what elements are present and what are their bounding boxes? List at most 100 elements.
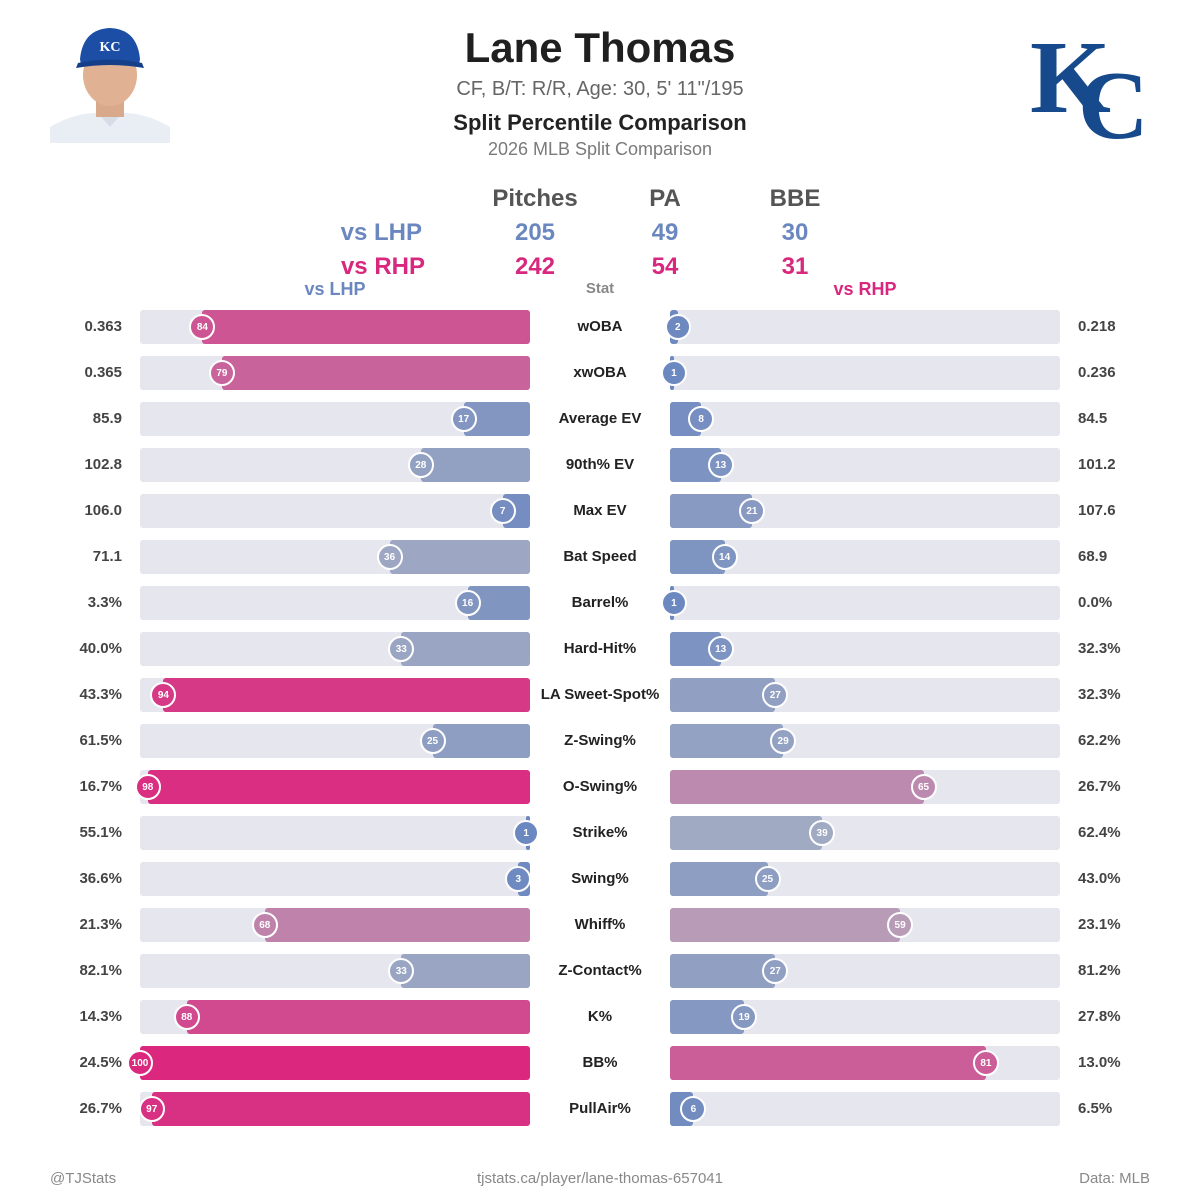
svg-text:C: C [1078,52,1149,144]
svg-text:K: K [1030,26,1111,135]
stat-label: xwOBA [573,364,627,381]
lhp-bar [147,770,530,804]
lhp-track: 68 [140,908,530,942]
stat-row: 24.5% 100 BB% 81 13.0% [0,1046,1200,1080]
rhp-track: 13 [670,448,1060,482]
lhp-bar [186,1000,530,1034]
lhp-percentile-marker: 7 [489,498,516,524]
rhp-percentile-marker: 13 [707,452,734,478]
lhp-value: 36.6% [79,870,122,887]
rhp-value: 26.7% [1078,778,1121,795]
lhp-track: 36 [140,540,530,574]
lhp-track: 33 [140,632,530,666]
lhp-bar [151,1092,530,1126]
lhp-value: 24.5% [79,1054,122,1071]
rhp-value: 0.0% [1078,594,1113,611]
lhp-value: 16.7% [79,778,122,795]
stat-label: O-Swing% [562,778,638,795]
stat-label: Z-Swing% [564,732,636,749]
lhp-track: 94 [140,678,530,712]
rhp-percentile-marker: 27 [762,682,789,708]
rhp-value: 27.8% [1078,1008,1121,1025]
rhp-percentile-marker: 39 [809,820,836,846]
summary-rhp-bbe: 31 [781,253,809,280]
rhp-value: 107.6 [1078,502,1116,519]
lhp-percentile-marker: 16 [454,590,481,616]
lhp-track: 17 [140,402,530,436]
rhp-percentile-marker: 27 [762,958,789,984]
rhp-value: 0.236 [1078,364,1116,381]
rhp-value: 81.2% [1078,962,1121,979]
team-logo: K C [1030,26,1149,144]
lhp-track: 33 [140,954,530,988]
lhp-bar [420,448,530,482]
summary-lhp-pitches: 205 [514,219,556,246]
stat-label: K% [587,1008,613,1025]
lhp-track: 3 [140,862,532,896]
rhp-percentile-marker: 2 [664,314,691,340]
summary-lhp-pa: 49 [651,219,679,246]
stat-label: wOBA [577,318,623,335]
stat-label: Max EV [573,502,627,519]
lhp-bar [401,632,530,666]
lhp-bar [221,356,530,390]
lhp-value: 106.0 [84,502,122,519]
rhp-value: 32.3% [1078,640,1121,657]
rhp-track: 13 [670,632,1060,666]
rhp-value: 101.2 [1078,456,1116,473]
lhp-percentile-marker: 84 [189,314,216,340]
lhp-bar [401,954,530,988]
stat-label: Bat Speed [563,548,637,565]
summary-rhp-pa: 54 [651,253,679,280]
rhp-percentile-marker: 81 [972,1050,999,1076]
column-header-rhp: vs RHP [833,279,897,299]
lhp-value: 0.365 [84,364,122,381]
stat-row: 40.0% 33 Hard-Hit% 13 32.3% [0,632,1200,666]
stat-label: Hard-Hit% [563,640,637,657]
chart-title: Split Percentile Comparison [453,110,747,135]
stat-label: Z-Contact% [558,962,642,979]
lhp-bar [202,310,530,344]
rhp-track: 39 [670,816,1060,850]
lhp-percentile-marker: 33 [388,958,415,984]
rhp-bar [670,724,784,758]
lhp-value: 14.3% [79,1008,122,1025]
rhp-value: 23.1% [1078,916,1121,933]
lhp-bar [264,908,530,942]
lhp-track: 84 [140,310,530,344]
rhp-bar [670,770,924,804]
rhp-track: 1 [660,586,1060,620]
rhp-percentile-marker: 14 [711,544,738,570]
stat-row: 61.5% 25 Z-Swing% 29 62.2% [0,724,1200,758]
lhp-value: 85.9 [92,410,122,427]
lhp-value: 21.3% [79,916,122,933]
lhp-track: 98 [134,770,530,804]
footer-url: tjstats.ca/player/lane-thomas-657041 [477,1170,723,1187]
lhp-percentile-marker: 100 [127,1050,153,1076]
rhp-track: 65 [670,770,1060,804]
lhp-value: 61.5% [79,732,122,749]
summary-rhp-pitches: 242 [514,253,556,280]
rhp-bar [670,908,901,942]
rhp-value: 84.5 [1078,410,1108,427]
lhp-value: 43.3% [79,686,122,703]
stat-row: 102.8 28 90th% EV 13 101.2 [0,448,1200,482]
lhp-percentile-marker: 17 [450,406,477,432]
rhp-percentile-marker: 25 [754,866,781,892]
rhp-value: 13.0% [1078,1054,1121,1071]
lhp-value: 55.1% [79,824,122,841]
stat-label: Barrel% [571,594,629,611]
rhp-value: 43.0% [1078,870,1121,887]
rhp-percentile-marker: 6 [680,1096,707,1122]
stat-row: 55.1% 1 Strike% 39 62.4% [0,816,1200,850]
stat-row: 16.7% 98 O-Swing% 65 26.7% [0,770,1200,804]
lhp-value: 71.1 [92,548,122,565]
rhp-bar [670,1046,986,1080]
lhp-track: 79 [140,356,530,390]
rhp-track: 29 [670,724,1060,758]
stat-row: 82.1% 33 Z-Contact% 27 81.2% [0,954,1200,988]
rhp-track: 59 [670,908,1060,942]
rhp-value: 0.218 [1078,318,1116,335]
summary-header-pitches: Pitches [492,185,578,212]
